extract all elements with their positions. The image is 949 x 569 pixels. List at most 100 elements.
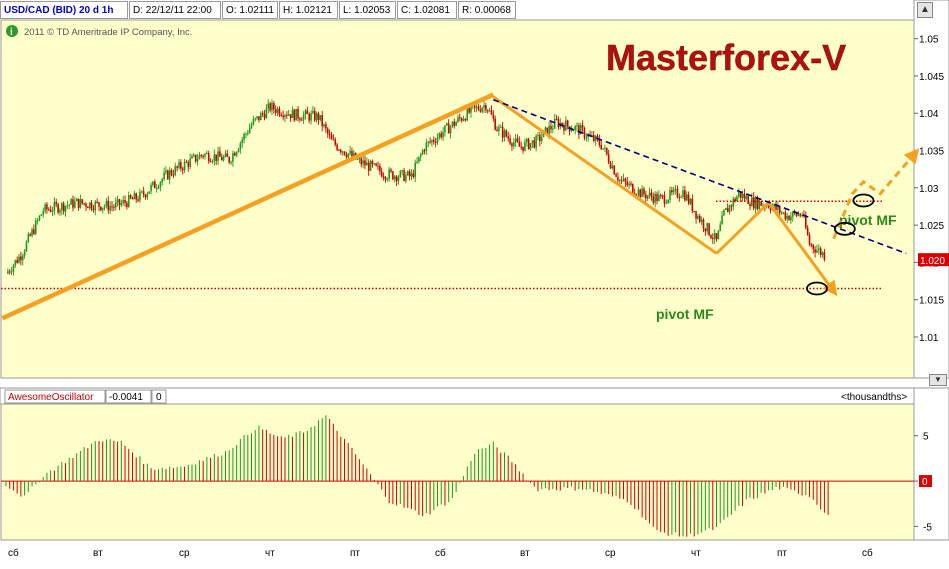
candle-body xyxy=(167,170,169,180)
candle-body xyxy=(615,174,617,177)
candle-body xyxy=(654,193,656,203)
candle-body xyxy=(643,188,645,195)
candle-body xyxy=(557,119,560,128)
time-axis-label: вт xyxy=(93,548,103,559)
candle-body xyxy=(239,142,242,150)
candle-body xyxy=(299,118,301,120)
candle-body xyxy=(663,195,666,204)
candle-body xyxy=(671,190,673,193)
candle-body xyxy=(157,187,160,189)
candle-body xyxy=(786,215,788,220)
projection-path xyxy=(832,148,920,240)
candle-body xyxy=(550,126,552,130)
candle-body xyxy=(126,202,128,207)
pivot-upper-label: pivot MF xyxy=(839,212,897,228)
candle-body xyxy=(739,191,742,198)
candle-body xyxy=(178,162,180,168)
candle-body xyxy=(183,161,186,171)
price-tick-label: 1.025 xyxy=(919,221,944,232)
candle-body xyxy=(21,255,24,261)
trend-line xyxy=(715,201,770,255)
candle-body xyxy=(243,134,245,140)
candle-body xyxy=(691,198,694,212)
candle-body xyxy=(29,234,31,236)
candle-body xyxy=(25,241,28,252)
candle-body xyxy=(306,110,309,114)
candle-body xyxy=(712,238,714,240)
candle-body xyxy=(276,108,279,113)
panel-resize-button[interactable]: ▼ xyxy=(929,374,947,386)
candle-body xyxy=(241,139,244,143)
oscillator-value-label: -0.0041 xyxy=(109,392,143,403)
candle-body xyxy=(315,113,318,121)
candle-body xyxy=(375,163,377,166)
candle-body xyxy=(481,107,483,112)
candle-body xyxy=(161,178,164,183)
candle-body xyxy=(287,114,290,116)
candle-body xyxy=(165,170,167,173)
candle-body xyxy=(258,116,260,121)
candle-body xyxy=(341,151,344,153)
candle-body xyxy=(181,168,184,171)
candle-body xyxy=(274,109,277,113)
price-tick-label: 1.03 xyxy=(919,184,939,195)
candle-body xyxy=(747,195,749,204)
price-tick-label: 1.04 xyxy=(919,109,939,120)
price-tick-label: 1.05 xyxy=(919,35,939,46)
candle-body xyxy=(61,203,63,210)
time-axis-label: чт xyxy=(691,548,701,559)
candle-body xyxy=(226,153,229,157)
candle-body xyxy=(784,212,787,220)
candle-body xyxy=(726,208,729,213)
candle-body xyxy=(44,204,46,212)
candle-body xyxy=(579,125,582,135)
candle-body xyxy=(808,235,811,245)
candle-body xyxy=(563,125,565,131)
candle-body xyxy=(146,193,149,198)
candle-body xyxy=(531,140,534,144)
candle-body xyxy=(466,107,469,121)
candle-body xyxy=(74,201,76,208)
candle-body xyxy=(470,105,472,113)
candle-body xyxy=(269,103,271,111)
candle-body xyxy=(745,195,748,199)
candle-body xyxy=(451,121,454,127)
candle-body xyxy=(334,139,337,145)
candle-body xyxy=(442,132,444,138)
candle-body xyxy=(801,215,803,217)
pivot-lower-label: pivot MF xyxy=(656,306,714,322)
candle-body xyxy=(566,120,569,127)
candle-body xyxy=(698,215,701,222)
candle-body xyxy=(399,171,402,178)
candle-body xyxy=(113,206,115,208)
candle-body xyxy=(200,154,203,156)
candle-body xyxy=(131,198,134,200)
candle-body xyxy=(460,118,463,121)
candle-body xyxy=(367,162,370,171)
candle-body xyxy=(704,228,707,232)
candle-body xyxy=(507,136,509,139)
candle-body xyxy=(605,147,608,155)
symbol-label[interactable]: USD/CAD (BID) 20 d 1h xyxy=(0,1,128,19)
candle-body xyxy=(220,156,223,161)
candle-body xyxy=(775,204,777,210)
candle-body xyxy=(140,191,143,193)
candle-body xyxy=(232,153,234,162)
candle-body xyxy=(284,114,286,118)
candle-body xyxy=(330,135,333,140)
candle-body xyxy=(356,158,359,160)
scroll-up-button[interactable]: ▲ xyxy=(917,2,933,18)
candle-body xyxy=(87,206,89,209)
candle-body xyxy=(358,158,361,160)
oscillator-tick-label: -5 xyxy=(923,522,932,533)
candle-body xyxy=(617,176,619,181)
candle-body xyxy=(505,130,508,137)
candle-body xyxy=(574,126,576,131)
candle-body xyxy=(40,214,43,216)
candle-body xyxy=(544,127,547,131)
candle-body xyxy=(630,183,632,185)
candle-body xyxy=(685,194,688,201)
candle-body xyxy=(47,209,50,211)
candle-body xyxy=(514,138,517,143)
